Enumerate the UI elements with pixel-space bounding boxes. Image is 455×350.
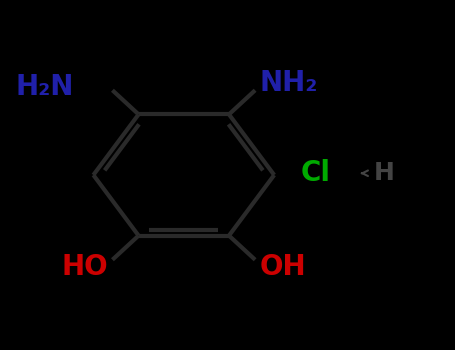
Text: Cl: Cl <box>301 159 331 187</box>
Text: OH: OH <box>260 253 306 281</box>
Text: H₂N: H₂N <box>15 73 74 101</box>
Text: H: H <box>374 161 394 185</box>
Text: HO: HO <box>61 253 108 281</box>
Text: NH₂: NH₂ <box>260 69 318 97</box>
